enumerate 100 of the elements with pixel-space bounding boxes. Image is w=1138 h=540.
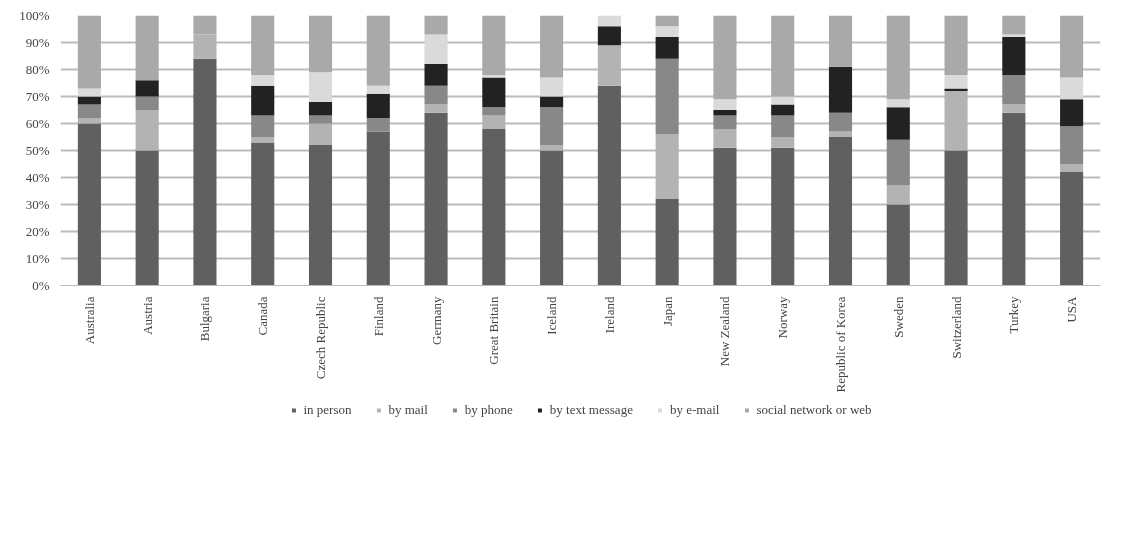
bar xyxy=(944,91,968,151)
bar xyxy=(944,15,968,75)
bar xyxy=(655,199,679,286)
bar xyxy=(828,112,853,132)
bar xyxy=(135,96,159,110)
bar xyxy=(77,15,101,89)
bar xyxy=(366,93,390,119)
bar xyxy=(1060,172,1084,286)
y-tick-label: 30% xyxy=(25,197,50,212)
bar xyxy=(944,74,968,89)
x-tick-label: Great Britain xyxy=(486,296,502,365)
bar xyxy=(1002,112,1026,286)
x-tick-label: Austria xyxy=(139,296,155,335)
bar xyxy=(886,139,910,186)
bar xyxy=(771,147,795,286)
bar xyxy=(482,107,506,116)
x-tick-label: Ireland xyxy=(601,296,617,334)
bar xyxy=(1060,164,1084,173)
bar xyxy=(366,131,390,286)
bar xyxy=(944,150,968,286)
bar xyxy=(77,104,101,119)
bar xyxy=(886,99,910,108)
bar xyxy=(308,115,333,124)
x-tick-label: Japan xyxy=(659,296,675,327)
bar xyxy=(540,77,564,97)
x-tick-label: Bulgaria xyxy=(197,296,213,342)
bar xyxy=(655,58,679,135)
bar xyxy=(308,145,333,286)
x-tick-label: Australia xyxy=(81,296,97,345)
bar xyxy=(1060,126,1084,164)
bar xyxy=(771,104,795,116)
bar xyxy=(77,88,101,97)
bar xyxy=(713,15,737,100)
x-tick-label: New Zealand xyxy=(717,296,733,367)
bar xyxy=(135,15,159,81)
bar xyxy=(540,107,564,146)
bar xyxy=(597,85,621,286)
bar xyxy=(251,15,275,75)
bar xyxy=(886,185,910,205)
x-tick-label: Norway xyxy=(775,296,791,339)
legend-label: by e-mail xyxy=(669,402,720,418)
y-tick-label: 70% xyxy=(25,89,50,104)
x-tick-label: Republic of Korea xyxy=(833,296,848,393)
bar xyxy=(366,118,390,132)
bar xyxy=(828,66,853,113)
bar xyxy=(424,64,448,86)
bar xyxy=(366,15,390,86)
bar xyxy=(597,15,621,27)
bar xyxy=(713,99,737,110)
bar xyxy=(482,15,506,75)
bar xyxy=(251,142,275,286)
bar xyxy=(424,15,448,35)
x-tick-label: Iceland xyxy=(544,296,560,335)
bar xyxy=(944,88,968,92)
bar xyxy=(771,96,795,105)
legend-label: by mail xyxy=(388,402,428,418)
bar xyxy=(540,15,564,78)
y-tick-label: 40% xyxy=(25,170,50,185)
bar xyxy=(77,123,101,286)
bar xyxy=(482,128,506,286)
bar xyxy=(77,118,101,124)
bar xyxy=(482,115,506,129)
bar xyxy=(886,107,910,140)
bar xyxy=(597,26,621,46)
y-tick-label: 80% xyxy=(25,62,50,77)
bar xyxy=(308,101,333,116)
y-tick-label: 100% xyxy=(19,8,50,23)
bar xyxy=(713,147,737,286)
bar xyxy=(828,131,853,137)
bar xyxy=(540,150,564,286)
bar xyxy=(251,85,275,116)
x-tick-label: Germany xyxy=(428,296,444,345)
legend-label: social network or web xyxy=(756,402,872,418)
bar xyxy=(482,74,506,78)
y-tick-label: 90% xyxy=(25,35,50,50)
bar xyxy=(655,37,679,59)
bar xyxy=(540,145,564,151)
y-tick-label: 10% xyxy=(25,251,50,266)
bar xyxy=(424,34,448,65)
bar xyxy=(886,15,910,100)
bar xyxy=(655,26,679,38)
bar xyxy=(655,134,679,200)
bar xyxy=(1060,99,1084,127)
bar xyxy=(771,15,795,97)
bar xyxy=(1002,74,1026,105)
bar xyxy=(713,115,737,129)
bar xyxy=(1060,77,1084,100)
bar xyxy=(424,85,448,105)
bar xyxy=(828,137,853,286)
x-tick-label: Sweden xyxy=(890,296,906,338)
bar xyxy=(828,15,853,67)
bar xyxy=(713,110,737,116)
x-tick-label: USA xyxy=(1064,295,1080,323)
bar xyxy=(713,128,737,148)
bar xyxy=(1002,34,1026,38)
legend-label: by phone xyxy=(464,402,513,418)
bar xyxy=(1002,37,1026,75)
bar xyxy=(424,112,448,286)
bar xyxy=(135,150,159,286)
bar xyxy=(308,123,333,146)
